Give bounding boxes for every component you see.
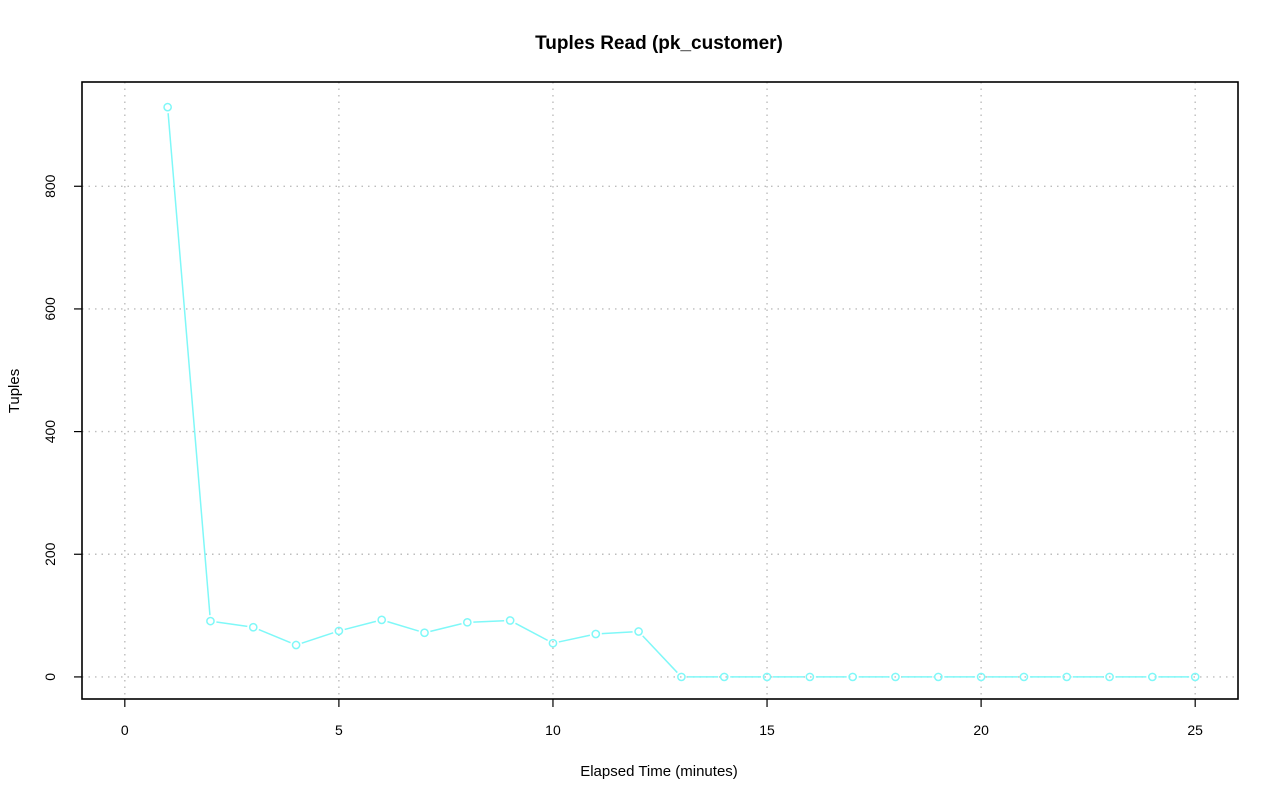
- data-point: [420, 628, 429, 638]
- chart-title: Tuples Read (pk_customer): [535, 33, 783, 54]
- series-line-segment: [258, 628, 291, 644]
- series-line-segment: [473, 620, 505, 623]
- data-point: [805, 672, 815, 682]
- x-tick-label: 0: [121, 722, 129, 738]
- data-point: [548, 638, 558, 648]
- data-point: [505, 616, 515, 625]
- series-line-segment: [387, 620, 419, 632]
- data-point: [891, 672, 900, 682]
- series-line-segment: [558, 634, 591, 643]
- data-point: [677, 672, 686, 682]
- data-point: [976, 672, 986, 682]
- y-tick-label: 200: [42, 542, 58, 566]
- y-tick-label: 600: [42, 297, 58, 321]
- grid-lines: [82, 82, 1238, 699]
- data-point: [206, 616, 215, 626]
- data-point: [291, 640, 301, 650]
- data-point: [933, 672, 943, 682]
- data-point: [762, 672, 772, 682]
- x-tick-label: 15: [759, 722, 775, 738]
- series-line-segment: [430, 623, 462, 633]
- x-tick-label: 10: [545, 722, 561, 738]
- series-line-segment: [515, 622, 549, 642]
- y-tick-label: 0: [42, 673, 58, 681]
- data-point: [377, 615, 387, 625]
- x-tick-label: 25: [1187, 722, 1203, 738]
- series-line-segment: [301, 632, 334, 644]
- plot-frame: [81, 81, 1239, 700]
- data-point: [1190, 672, 1200, 682]
- x-axis: 0 5 10 15 20 25: [121, 699, 1203, 738]
- data-point: [334, 626, 344, 636]
- series-line-segment: [601, 631, 633, 635]
- data-point: [1019, 672, 1029, 682]
- data-series: [163, 102, 1200, 682]
- series-line-segment: [344, 620, 377, 631]
- y-tick-label: 800: [42, 174, 58, 198]
- data-point: [1062, 672, 1072, 682]
- data-point: [719, 672, 729, 682]
- data-point: [248, 622, 258, 632]
- x-tick-label: 5: [335, 722, 343, 738]
- data-point: [462, 617, 472, 627]
- series-line-segment: [642, 635, 678, 674]
- data-point: [634, 627, 643, 636]
- series-line-segment: [167, 113, 211, 616]
- data-point: [163, 102, 172, 112]
- series-line-segment: [216, 621, 248, 628]
- data-point: [1148, 672, 1157, 682]
- y-axis: 0 200 400 600 800: [42, 174, 82, 681]
- data-point: [1105, 672, 1114, 682]
- data-point: [591, 629, 601, 639]
- y-tick-label: 400: [42, 420, 58, 444]
- y-axis-label: Tuples: [6, 369, 23, 413]
- data-point: [848, 672, 858, 682]
- x-tick-label: 20: [973, 722, 989, 738]
- x-axis-label: Elapsed Time (minutes): [580, 763, 738, 780]
